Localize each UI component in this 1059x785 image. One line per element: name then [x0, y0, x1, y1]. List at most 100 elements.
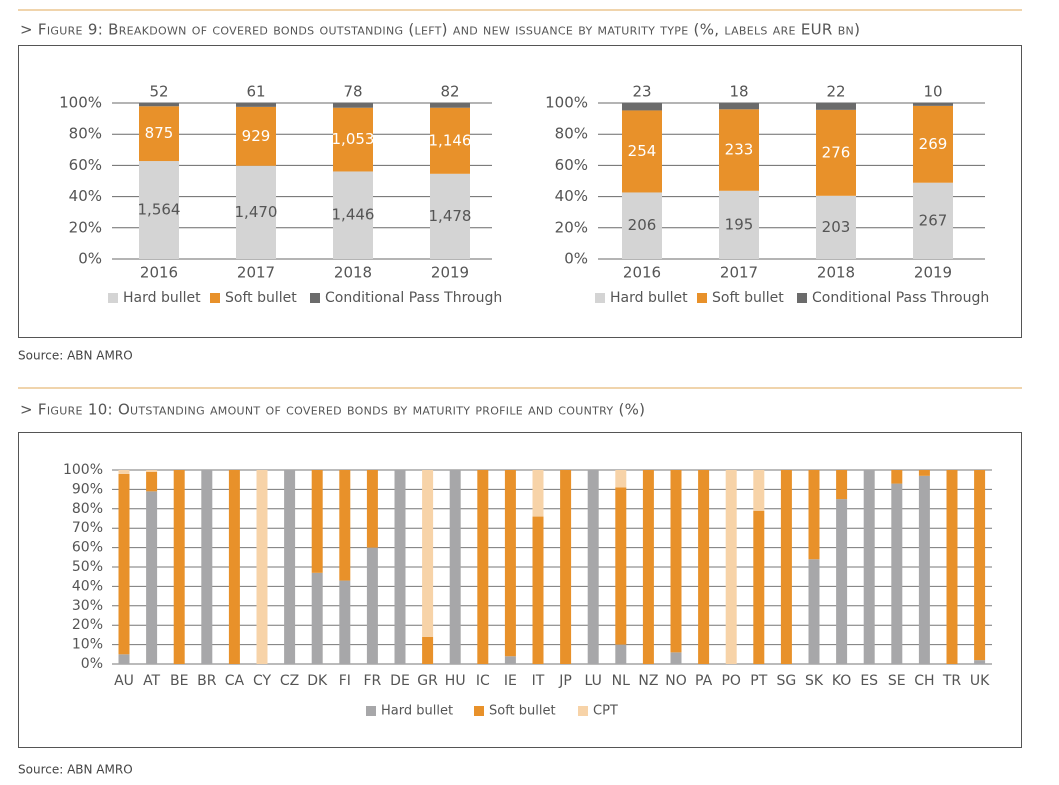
x-tick-label: SK	[805, 673, 824, 689]
x-tick-label: IT	[532, 673, 545, 689]
data-label: 10	[923, 83, 942, 101]
x-tick-label: TR	[942, 673, 962, 689]
data-label: 18	[729, 83, 748, 101]
bar-segment	[816, 109, 856, 196]
bar-segment	[670, 652, 682, 664]
x-tick-label: NO	[665, 673, 687, 689]
bar-segment	[333, 103, 373, 108]
figure-title: > Figure 10: Outstanding amount of cover…	[20, 401, 645, 419]
bar-segment	[698, 470, 710, 664]
bar-segment	[430, 103, 470, 108]
bar-segment	[532, 470, 544, 517]
bar-segment	[642, 470, 654, 664]
figure-title: > Figure 9: Breakdown of covered bonds o…	[20, 21, 860, 39]
bar-segment	[430, 107, 470, 174]
y-tick-label: 100%	[63, 462, 103, 478]
data-label: 1,564	[138, 201, 181, 219]
bar-segment	[780, 470, 792, 664]
bar-segment	[146, 471, 158, 492]
x-tick-label: IE	[504, 673, 517, 689]
legend-label: Hard bullet	[123, 290, 201, 306]
x-tick-label: BR	[197, 673, 217, 689]
x-tick-label: FR	[364, 673, 382, 689]
bar-segment	[118, 470, 130, 474]
y-tick-label: 0%	[81, 656, 103, 672]
y-tick-label: 80%	[72, 501, 103, 517]
bar-segment	[118, 654, 130, 664]
x-tick-label: AT	[143, 673, 160, 689]
data-label: 233	[725, 141, 754, 159]
x-tick-label: SG	[777, 673, 797, 689]
data-label: 82	[440, 83, 459, 101]
data-label: 1,146	[429, 131, 472, 149]
bar-segment	[394, 470, 406, 664]
x-tick-label: GR	[417, 673, 438, 689]
x-tick-label: JP	[558, 673, 572, 689]
bar-segment	[284, 470, 296, 664]
bar-segment	[719, 103, 759, 110]
bar-segment	[725, 470, 737, 664]
legend-swatch	[366, 706, 376, 716]
bar-segment	[236, 103, 276, 107]
bar-segment	[339, 470, 351, 581]
x-tick-label: BE	[170, 673, 188, 689]
bar-segment	[863, 470, 875, 664]
x-tick-label: HU	[445, 673, 466, 689]
y-tick-label: 80%	[555, 125, 588, 143]
y-tick-label: 40%	[69, 187, 102, 205]
bar-segment	[918, 475, 930, 664]
bar-segment	[836, 499, 848, 664]
bar-segment	[670, 470, 682, 653]
legend-swatch	[797, 293, 807, 303]
data-label: 1,053	[332, 130, 375, 148]
bar-segment	[622, 110, 662, 193]
y-tick-label: 100%	[545, 94, 588, 112]
bar-segment	[891, 483, 903, 664]
bar-segment	[311, 470, 323, 573]
bar-segment	[339, 580, 351, 664]
x-tick-label: PA	[695, 673, 713, 689]
legend-label: CPT	[593, 704, 618, 719]
data-label: 195	[725, 215, 754, 233]
bar-segment	[139, 103, 179, 107]
bar-segment	[449, 470, 461, 664]
x-tick-label: 2019	[431, 264, 469, 282]
x-tick-label: FI	[339, 673, 351, 689]
y-tick-label: 30%	[72, 598, 103, 614]
y-tick-label: 60%	[69, 156, 102, 174]
x-tick-label: DK	[307, 673, 328, 689]
legend-swatch	[697, 293, 707, 303]
legend-swatch	[108, 293, 118, 303]
legend-label: Soft bullet	[225, 290, 297, 306]
x-tick-label: 2016	[623, 264, 661, 282]
y-tick-label: 0%	[78, 250, 102, 268]
bar-segment	[615, 470, 627, 488]
bar-segment	[139, 161, 179, 259]
x-tick-label: IC	[476, 673, 490, 689]
data-label: 23	[632, 83, 651, 101]
bar-segment	[753, 470, 765, 511]
legend-swatch	[578, 706, 588, 716]
y-tick-label: 80%	[69, 125, 102, 143]
x-tick-label: CA	[225, 673, 245, 689]
bar-segment	[587, 470, 599, 664]
bar-segment	[622, 192, 662, 259]
x-tick-label: CY	[253, 673, 272, 689]
bar-segment	[333, 107, 373, 172]
x-tick-label: KO	[832, 673, 851, 689]
data-label: 254	[628, 142, 657, 160]
bar-segment	[913, 182, 953, 259]
legend-label: Hard bullet	[381, 704, 453, 719]
chart-frame	[18, 432, 1022, 748]
data-label: 1,446	[332, 206, 375, 224]
x-tick-label: CH	[914, 673, 934, 689]
y-tick-label: 60%	[555, 156, 588, 174]
y-tick-label: 40%	[555, 187, 588, 205]
bar-segment	[477, 470, 489, 664]
source: Source: ABN AMRO	[18, 763, 133, 777]
bar-segment	[430, 173, 470, 259]
x-tick-label: CZ	[280, 673, 299, 689]
x-tick-label: PO	[721, 673, 740, 689]
x-tick-label: 2016	[140, 264, 178, 282]
